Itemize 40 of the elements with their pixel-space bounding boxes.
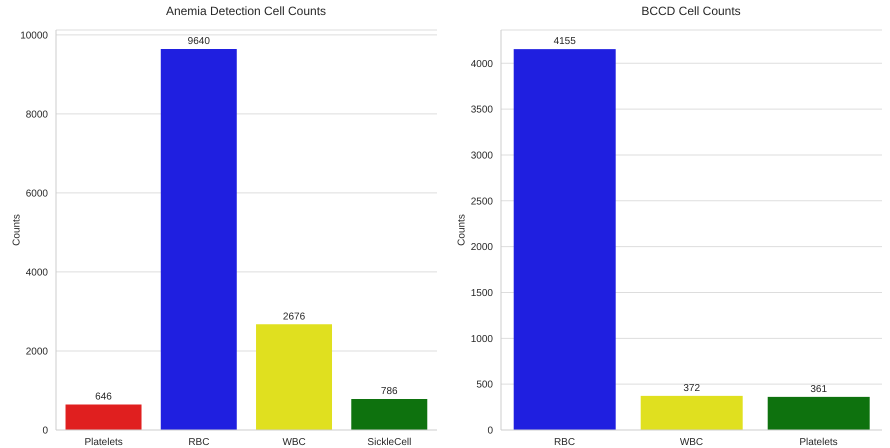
bar xyxy=(160,49,237,430)
data-label: 361 xyxy=(810,384,828,395)
y-tick-label: 6000 xyxy=(26,188,48,200)
y-tick-label: 3500 xyxy=(470,104,494,116)
x-tick-label: Platelets xyxy=(84,437,123,448)
y-axis-title: Counts xyxy=(456,214,468,246)
y-tick-label: 10000 xyxy=(20,30,48,42)
y-axis-title: Counts xyxy=(12,214,23,246)
x-tick-label: RBC xyxy=(188,437,210,448)
y-tick-label: 2000 xyxy=(470,242,494,254)
y-tick-label: 0 xyxy=(42,426,48,437)
data-label: 9640 xyxy=(188,36,210,48)
x-tick-label: RBC xyxy=(554,437,576,448)
y-tick-label: 0 xyxy=(487,426,494,437)
bar xyxy=(514,49,616,430)
x-tick-label: WBC xyxy=(282,437,306,448)
data-label: 372 xyxy=(683,382,700,394)
x-tick-label: SickleCell xyxy=(367,437,412,448)
y-tick-label: 2000 xyxy=(26,346,48,358)
chart-title: Anemia Detection Cell Counts xyxy=(164,4,328,18)
y-tick-label: 8000 xyxy=(26,109,48,120)
bar xyxy=(256,324,332,430)
x-tick-label: WBC xyxy=(680,437,704,448)
y-tick-label: 2500 xyxy=(470,196,494,208)
y-tick-label: 500 xyxy=(476,380,494,391)
y-tick-label: 1500 xyxy=(470,288,494,300)
bar xyxy=(640,396,743,430)
data-label: 786 xyxy=(380,386,398,397)
bar xyxy=(768,396,870,430)
y-tick-label: 1000 xyxy=(470,334,494,345)
y-tick-label: 3000 xyxy=(470,150,494,162)
data-label: 4155 xyxy=(554,36,576,48)
x-tick-label: Platelets xyxy=(799,437,838,448)
y-tick-label: 4000 xyxy=(470,58,494,70)
y-tick-label: 4000 xyxy=(26,267,48,278)
data-label: 2676 xyxy=(282,311,306,322)
data-label: 646 xyxy=(95,391,112,402)
bar xyxy=(351,398,428,430)
bar xyxy=(66,404,142,430)
chart-title: BCCD Cell Counts xyxy=(640,4,742,18)
